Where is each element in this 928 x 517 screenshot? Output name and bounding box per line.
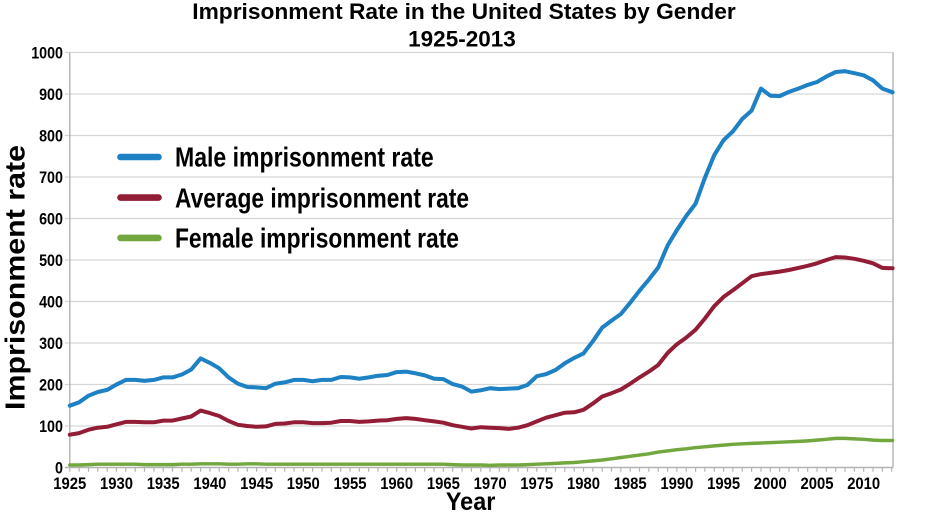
- svg-text:600: 600: [39, 210, 63, 229]
- svg-text:1980: 1980: [567, 474, 600, 493]
- svg-text:Female imprisonment rate: Female imprisonment rate: [175, 223, 459, 254]
- svg-text:1970: 1970: [474, 474, 507, 493]
- svg-text:1925-2013: 1925-2013: [408, 27, 516, 52]
- svg-text:0: 0: [55, 459, 63, 478]
- svg-text:1995: 1995: [707, 474, 740, 493]
- svg-text:300: 300: [39, 334, 63, 353]
- svg-text:2000: 2000: [754, 474, 787, 493]
- svg-text:500: 500: [39, 251, 63, 270]
- svg-text:Year: Year: [446, 488, 496, 512]
- svg-text:800: 800: [39, 127, 63, 146]
- svg-text:1985: 1985: [614, 474, 647, 493]
- svg-text:1935: 1935: [147, 474, 180, 493]
- svg-text:900: 900: [39, 85, 63, 104]
- svg-text:1000: 1000: [31, 44, 63, 63]
- svg-text:400: 400: [39, 293, 63, 312]
- svg-text:1975: 1975: [520, 474, 553, 493]
- svg-text:1960: 1960: [380, 474, 413, 493]
- svg-text:1945: 1945: [240, 474, 273, 493]
- svg-text:100: 100: [39, 417, 63, 436]
- svg-text:Male imprisonment rate: Male imprisonment rate: [175, 142, 434, 173]
- svg-text:200: 200: [39, 376, 63, 395]
- svg-text:Average imprisonment rate: Average imprisonment rate: [175, 182, 469, 213]
- svg-text:1940: 1940: [193, 474, 226, 493]
- svg-text:1990: 1990: [660, 474, 693, 493]
- svg-text:2010: 2010: [847, 474, 880, 493]
- svg-text:1930: 1930: [100, 474, 133, 493]
- svg-text:Imprisonment rate: Imprisonment rate: [0, 145, 31, 410]
- svg-text:1925: 1925: [53, 474, 86, 493]
- svg-text:1955: 1955: [334, 474, 367, 493]
- svg-text:2005: 2005: [801, 474, 834, 493]
- svg-text:1965: 1965: [427, 474, 460, 493]
- svg-text:700: 700: [39, 168, 63, 187]
- svg-text:Imprisonment Rate in the Unite: Imprisonment Rate in the United States b…: [192, 0, 736, 24]
- svg-text:1950: 1950: [287, 474, 320, 493]
